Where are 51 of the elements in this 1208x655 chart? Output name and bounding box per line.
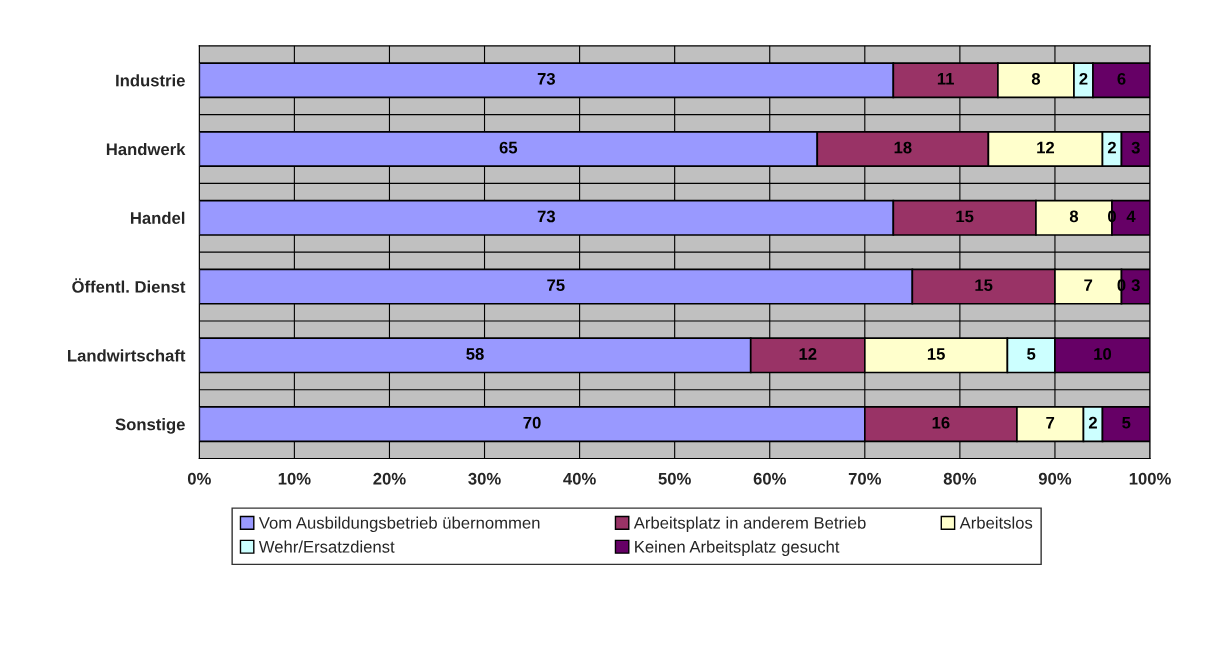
legend-label: Keinen Arbeitsplatz gesucht [635, 540, 840, 557]
legend-label: Wehr/Ersatzdienst [258, 540, 395, 553]
legend-label: Vom Ausbildungsbetrieb übernommen [258, 516, 540, 533]
data-label: 18 [894, 141, 912, 154]
data-label: 3 [1131, 279, 1140, 292]
y-tick-label: Industrie [116, 74, 185, 87]
data-label: 12 [799, 348, 817, 360]
x-tick-label: 80% [943, 472, 977, 485]
data-label: 2 [1088, 416, 1097, 429]
legend-label: Arbeitsplatz in anderem Betrieb [633, 516, 866, 533]
x-tick-label: 30% [468, 472, 501, 485]
y-tick-label: Handel [130, 211, 185, 224]
data-label: 2 [1107, 141, 1116, 154]
data-label: 73 [537, 72, 555, 85]
x-tick-label: 60% [753, 472, 786, 485]
x-tick-label: 90% [1038, 472, 1072, 485]
x-tick-label: 50% [658, 472, 691, 485]
data-label: 15 [927, 348, 945, 360]
x-tick-label: 20% [373, 472, 406, 485]
data-label: 12 [1037, 141, 1055, 154]
x-tick-label: 70% [848, 472, 882, 485]
data-label: 16 [932, 416, 950, 429]
data-label: 6 [1117, 72, 1126, 85]
y-tick-label: Öffentl. Dienst [72, 278, 186, 293]
data-label: 5 [1122, 416, 1131, 429]
x-tick-label: 0% [187, 472, 211, 485]
data-label: 11 [937, 73, 954, 85]
data-label: 70 [523, 416, 541, 429]
x-tick-label: 100% [1129, 472, 1171, 485]
data-label: 7 [1084, 279, 1093, 291]
data-label: 7 [1046, 416, 1055, 429]
data-label: 15 [975, 279, 993, 292]
data-label: 4 [1126, 210, 1136, 223]
data-label: 5 [1027, 348, 1036, 360]
data-label: 15 [956, 210, 974, 223]
data-label: 10 [1094, 348, 1112, 360]
data-label: 58 [466, 348, 484, 360]
data-label: 8 [1069, 210, 1079, 223]
legend-label: Arbeitslos [959, 516, 1033, 529]
data-label: 3 [1131, 141, 1140, 154]
data-label: 73 [537, 210, 555, 223]
y-tick-label: Sonstige [115, 418, 185, 434]
x-tick-label: 40% [563, 472, 596, 485]
data-label: 75 [547, 279, 565, 292]
data-label: 2 [1079, 72, 1088, 85]
x-tick-label: 10% [278, 472, 311, 485]
y-tick-label: Handwerk [106, 142, 186, 156]
data-label: 8 [1031, 72, 1041, 85]
data-label: 65 [499, 141, 518, 154]
data-label: 0 [1108, 210, 1116, 223]
y-tick-label: Landwirtschaft [68, 349, 186, 362]
